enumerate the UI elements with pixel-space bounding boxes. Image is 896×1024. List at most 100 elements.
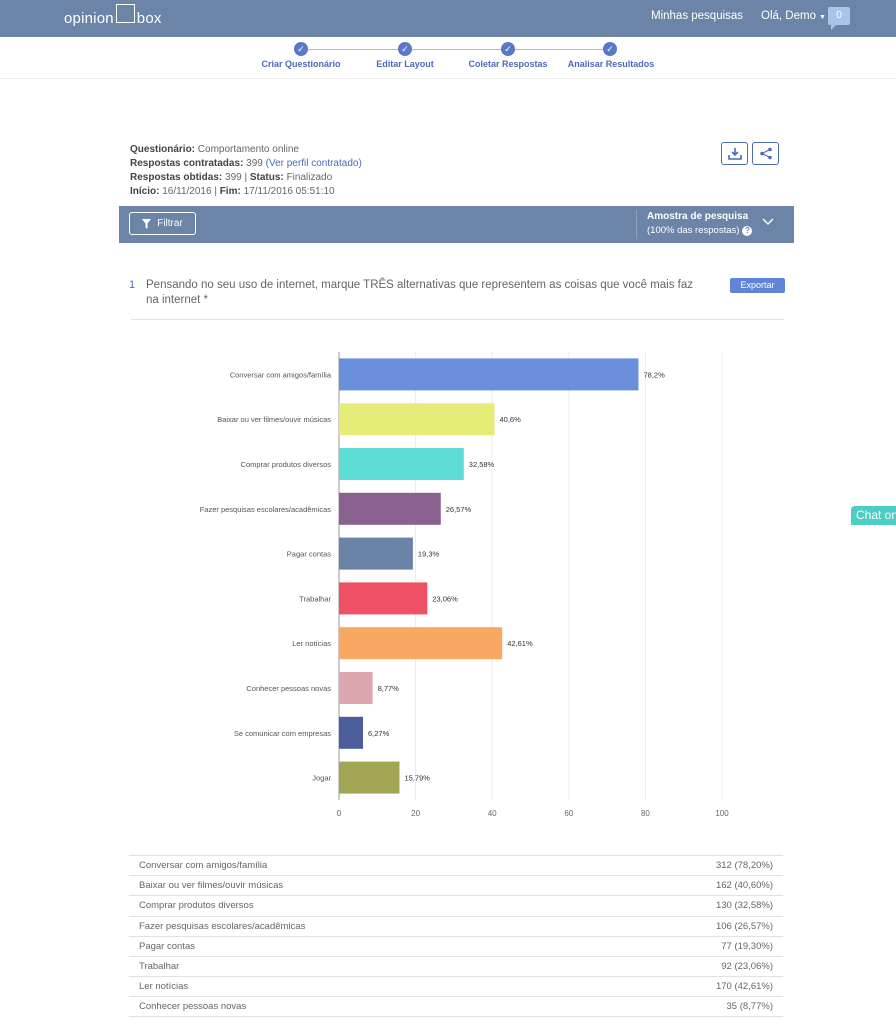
export-button[interactable]: Exportar [730, 278, 785, 293]
sample-title: Amostra de pesquisa [647, 211, 749, 222]
row-value: 162 (40,60%) [715, 880, 773, 892]
category-label: Se comunicar com empresas [234, 729, 331, 738]
chevron-down-icon[interactable] [762, 218, 774, 226]
row-label: Fazer pesquisas escolares/acadêmicas [139, 920, 306, 932]
table-row: Comprar produtos diversos 130 (32,58%) [129, 895, 783, 915]
table-row: Conhecer pessoas novas 35 (8,77%) [129, 996, 783, 1017]
x-tick-label: 60 [564, 809, 573, 818]
sample-subtitle-text: (100% das respostas) [647, 225, 740, 236]
bar [339, 358, 639, 391]
step-check-icon[interactable]: ✓ [294, 42, 308, 56]
step-check-icon[interactable]: ✓ [603, 42, 617, 56]
chat-online-button[interactable]: Chat on [851, 506, 896, 525]
category-label: Comprar produtos diversos [241, 460, 332, 469]
bar [339, 582, 428, 615]
sample-subtitle: (100% das respostas)? [647, 225, 753, 236]
x-tick-label: 0 [337, 809, 342, 818]
contracted-profile-link[interactable]: (Ver perfil contratado) [265, 158, 362, 169]
obtained-label: Respostas obtidas: [130, 172, 223, 183]
filterbar-divider [636, 210, 637, 239]
logo-box-icon [115, 4, 135, 23]
caret-down-icon: ▼ [818, 14, 826, 21]
opinionbox-logo[interactable]: opinion box [64, 4, 162, 28]
table-row: Baixar ou ver filmes/ouvir músicas 162 (4… [129, 875, 783, 895]
row-value: 35 (8,77%) [726, 1000, 773, 1012]
top-navbar: opinion box Minhas pesquisas Olá, Demo ▼ … [0, 0, 896, 37]
category-label: Conversar com amigos/família [230, 370, 332, 379]
question-text: Pensando no seu uso de internet, marque … [146, 279, 693, 306]
row-value: 312 (78,20%) [715, 860, 773, 872]
user-greeting: Olá, Demo [761, 10, 816, 22]
user-menu[interactable]: Olá, Demo ▼ [761, 10, 826, 22]
row-label: Trabalhar [139, 961, 180, 973]
end-value: 17/11/2016 05:51:10 [243, 186, 335, 197]
step-check-icon[interactable]: ✓ [398, 42, 412, 56]
step-label-create[interactable]: Criar Questionário [261, 59, 341, 69]
bar [339, 716, 364, 749]
obtained-value: 399 [225, 172, 242, 183]
end-label: Fim: [219, 186, 241, 197]
table-row: Trabalhar 92 (23,06%) [129, 955, 783, 976]
share-icon [759, 147, 772, 160]
row-value: 77 (19,30%) [721, 940, 773, 952]
category-label: Pagar contas [287, 550, 331, 559]
notification-badge[interactable]: 0 [828, 7, 850, 30]
bar-value-label: 23,06% [432, 594, 458, 603]
status-value: Finalizado [286, 172, 333, 183]
bar [339, 672, 373, 704]
bar [339, 492, 441, 525]
step-label-layout[interactable]: Editar Layout [376, 59, 434, 69]
bar [339, 627, 503, 660]
table-row: Pagar contas 77 (19,30%) [129, 935, 783, 956]
category-label: Conhecer pessoas novas [246, 684, 331, 693]
step-label-collect[interactable]: Coletar Respostas [468, 59, 548, 69]
bar-chart: 0 20 40 60 80 100 Conversar com amigos/família… [200, 352, 729, 818]
step-check-icon[interactable]: ✓ [501, 42, 515, 56]
logo-text-right: box [136, 10, 162, 27]
row-label: Ler notícias [139, 981, 189, 993]
row-label: Conhecer pessoas novas [139, 1000, 247, 1012]
row-label: Baixar ou ver filmes/ouvir músicas [139, 880, 284, 892]
logo-text-left: opinion [64, 10, 114, 27]
question-divider [131, 319, 784, 320]
filter-bar: Filtrar Amostra de pesquisa (100% das re… [119, 206, 794, 243]
category-label: Trabalhar [299, 594, 331, 603]
progress-steps: ✓ ✓ ✓ ✓ Criar Questionário Editar Layout… [0, 37, 896, 79]
bar [339, 761, 400, 794]
my-surveys-link[interactable]: Minhas pesquisas [651, 10, 744, 22]
bar-value-label: 42,61% [507, 639, 533, 648]
x-tick-label: 100 [715, 809, 729, 818]
download-button[interactable] [721, 142, 748, 165]
table-row: Ler notícias 170 (42,61%) [129, 976, 783, 996]
category-label: Jogar [312, 774, 331, 783]
filter-label: Filtrar [157, 218, 183, 229]
table-row: Conversar com amigos/família 312 (78,20%) [129, 855, 783, 875]
row-value: 92 (23,06%) [721, 961, 773, 973]
row-value: 130 (32,58%) [715, 900, 773, 912]
results-table: Conversar com amigos/família 312 (78,20%)… [129, 855, 783, 1017]
bar [339, 537, 413, 570]
contracted-value: 399 [246, 158, 263, 169]
question-number: 1 [129, 279, 136, 291]
steps-connector [301, 49, 611, 50]
bar [339, 403, 495, 436]
x-tick-label: 80 [641, 809, 650, 818]
contracted-label: Respostas contratadas: [130, 158, 244, 169]
filter-button[interactable]: Filtrar [129, 212, 196, 235]
bar-value-label: 78,2% [644, 370, 666, 379]
help-icon[interactable]: ? [742, 226, 753, 236]
bar [339, 448, 464, 480]
step-label-analyze[interactable]: Analisar Resultados [567, 59, 655, 69]
table-row: Fazer pesquisas escolares/acadêmicas 106 … [129, 915, 783, 936]
questionnaire-value: Comportamento online [197, 144, 299, 155]
category-label: Ler notícias [292, 639, 331, 648]
status-label: Status: [249, 172, 284, 183]
bar-value-label: 8,77% [378, 684, 400, 693]
share-button[interactable] [752, 142, 779, 165]
category-label: Fazer pesquisas escolares/acadêmicas [200, 505, 332, 514]
x-tick-label: 40 [488, 809, 497, 818]
row-value: 106 (26,57%) [715, 920, 773, 932]
bar-value-label: 6,27% [368, 729, 390, 738]
bar-value-label: 26,57% [446, 505, 472, 514]
bar-value-label: 32,58% [469, 460, 495, 469]
